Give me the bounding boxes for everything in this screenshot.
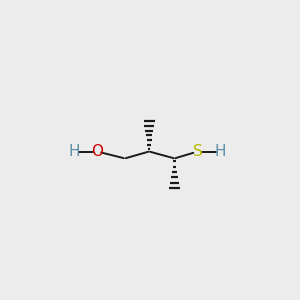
Text: H: H (68, 144, 80, 159)
Text: S: S (193, 144, 202, 159)
Text: H: H (215, 144, 226, 159)
Text: O: O (91, 144, 103, 159)
